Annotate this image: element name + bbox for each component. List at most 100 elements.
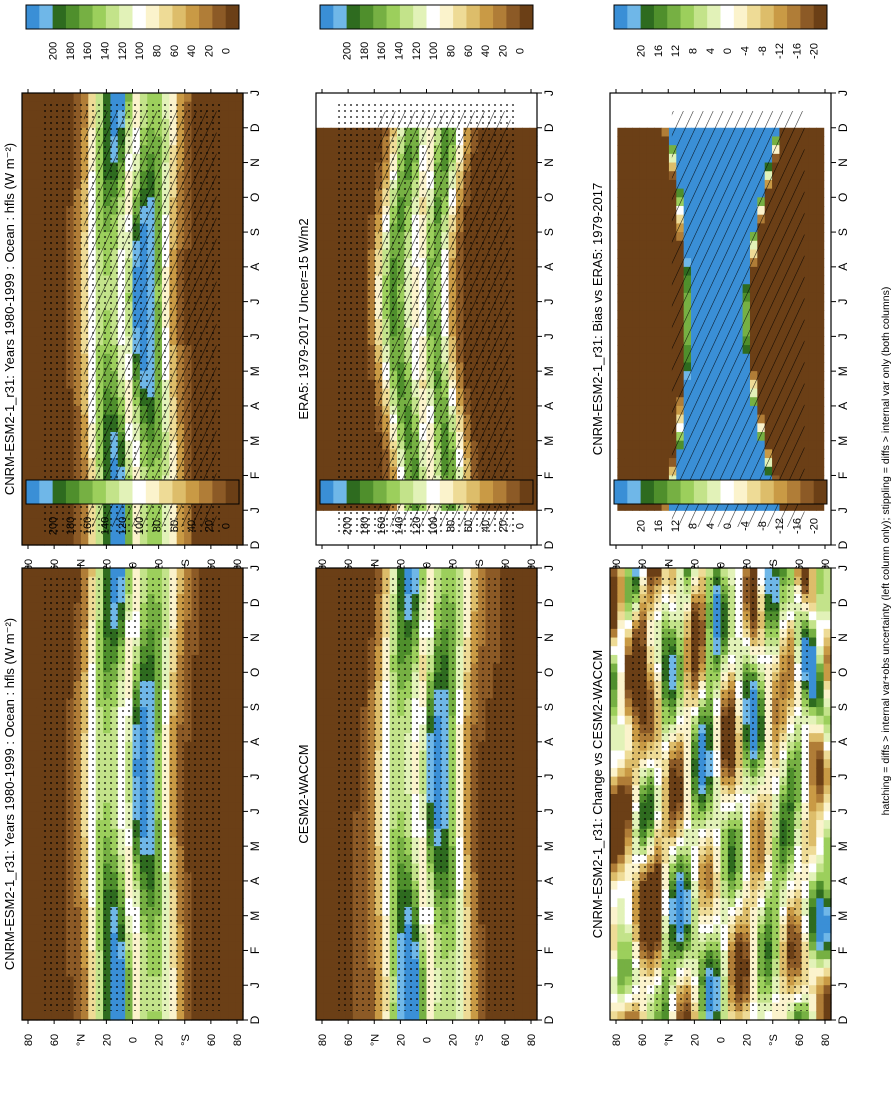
field-cell [37,154,45,163]
field-cell [221,646,229,655]
field-cell [323,467,331,476]
field-cell [221,794,229,803]
field-cell [228,837,236,846]
field-cell [22,985,30,994]
field-cell [29,336,37,345]
field-cell [316,864,324,873]
field-cell [316,267,324,276]
colorbar-label: 160 [82,42,94,60]
field-cell [29,977,37,986]
x-tick-label: D [248,540,262,549]
field-cell [316,163,324,172]
x-tick-label: M [248,366,262,376]
field-cell [221,336,229,345]
field-cell [323,864,331,873]
x-tick-label: D [542,540,556,549]
field-cell [103,93,111,102]
field-cell [29,707,37,716]
field-cell [323,380,331,389]
colorbar-swatch [347,5,361,29]
field-cell [29,1003,37,1012]
field-cell [29,794,37,803]
colorbar-swatch [427,5,441,29]
field-cell [221,959,229,968]
field-cell [22,1003,30,1012]
field-cell [37,102,45,111]
field-cell [37,336,45,345]
field-cell [338,1011,346,1020]
field-cell [221,441,229,450]
field-cell [221,716,229,725]
field-cell [29,777,37,786]
stippling-overlay [44,577,221,1011]
field-cell [228,249,236,258]
field-cell [331,406,339,415]
field-cell [22,646,30,655]
field-cell [316,423,324,432]
colorbar-swatch [133,480,147,504]
field-cell [29,898,37,907]
field-cell [228,585,236,594]
field-cell [22,759,30,768]
field-cell [29,742,37,751]
field-cell [177,536,185,545]
colorbar-swatch [186,5,200,29]
field-cell [331,568,339,577]
field-cell [37,751,45,760]
field-cell [316,180,324,189]
x-tick-label: O [248,193,262,202]
field-cell [169,1011,177,1020]
field-cell [316,585,324,594]
field-cell [323,371,331,380]
field-cell [331,1003,339,1012]
colorbar-label: 100 [428,42,440,60]
field-cell [118,568,126,577]
field-cell [323,794,331,803]
field-cell [323,907,331,916]
field-cell [22,994,30,1003]
colorbar-label: 60 [463,45,475,57]
field-cell [29,855,37,864]
colorbar-swatch [172,480,186,504]
field-cell [221,171,229,180]
field-cell [323,354,331,363]
field-cell [29,655,37,664]
field-cell [22,215,30,224]
field-cell [331,968,339,977]
field-cell [29,180,37,189]
field-cell [323,664,331,673]
field-cell [331,215,339,224]
field-cell [22,1011,30,1020]
field-cell [323,249,331,258]
field-cell [228,397,236,406]
field-cell [515,441,523,450]
field-cell [228,163,236,172]
field-cell [29,803,37,812]
field-cell [228,864,236,873]
field-cell [316,646,324,655]
field-cell [37,968,45,977]
field-cell [522,154,530,163]
field-cell [228,742,236,751]
field-cell [169,93,177,102]
field-cell [323,223,331,232]
field-cell [221,577,229,586]
field-cell [37,959,45,968]
field-cell [522,258,530,267]
field-cell [228,959,236,968]
field-cell [515,232,523,241]
field-cell [331,820,339,829]
field-cell [345,568,353,577]
colorbar-label: 200 [342,42,354,60]
field-cell [228,977,236,986]
field-cell [221,189,229,198]
field-cell [316,655,324,664]
field-cell [103,536,111,545]
field-cell [331,837,339,846]
field-cell [29,249,37,258]
field-cell [522,432,530,441]
colorbar-label: 0 [221,523,233,529]
field-cell [221,389,229,398]
